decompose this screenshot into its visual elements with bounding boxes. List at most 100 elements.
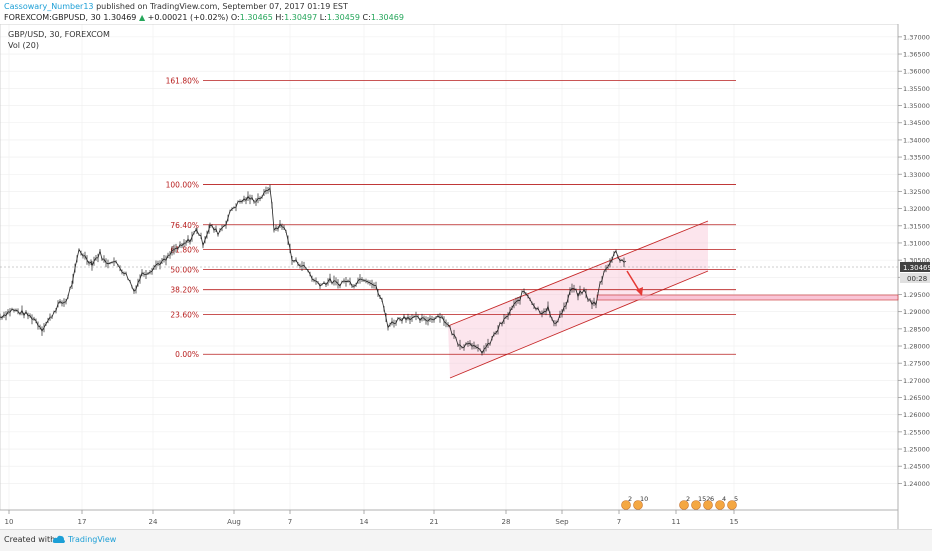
ohlc-close-value: 1.30469 (370, 13, 404, 22)
author-link[interactable]: Cassowary_Number13 (4, 2, 94, 11)
price-tick-label: 1.26500 (903, 394, 930, 402)
event-marker[interactable]: 2 (621, 495, 633, 510)
fib-level-label: 38.20% (170, 286, 199, 295)
fibonacci-retracement[interactable]: 161.80% 100.00% 76.40% 61.80% 50.00% 38.20% 23… (166, 76, 736, 359)
time-tick-label: 28 (502, 518, 511, 526)
price-tick-label: 1.36500 (903, 51, 930, 59)
flag-icon (633, 500, 643, 510)
symbol-label: FOREXCOM:GBPUSD, 30 (4, 13, 101, 22)
fib-level-label: 61.80% (170, 245, 199, 254)
fib-level-label: 76.40% (170, 221, 199, 230)
price-tick-label: 1.36000 (903, 68, 930, 76)
channel-upper-line[interactable] (447, 220, 709, 327)
ohlc-open-value: 1.30465 (239, 13, 273, 22)
fib-level-label: 100.00% (166, 181, 199, 190)
time-tick-label: 7 (617, 518, 621, 526)
price-tick-label: 1.25000 (903, 446, 930, 454)
event-markers[interactable]: 2 10 2 152 6 4 5 (621, 495, 739, 510)
price-tick-label: 1.25500 (903, 428, 930, 436)
event-marker-count: 2 (686, 495, 690, 503)
time-tick-label: Aug (227, 518, 241, 526)
price-tick-label: 1.28500 (903, 325, 930, 333)
time-tick-label: 24 (149, 518, 158, 526)
flag-icon (691, 500, 701, 510)
price-tick-label: 1.33500 (903, 154, 930, 162)
fib-level-label: 50.00% (170, 265, 199, 274)
ohlc-high-value: 1.30497 (284, 13, 318, 22)
time-axis[interactable]: 10 17 24 Aug 7 14 21 28 Sep 7 11 15 (5, 510, 739, 526)
time-tick-label: 21 (430, 518, 439, 526)
tradingview-brand-link[interactable]: TradingView (68, 535, 117, 544)
event-marker-count: 4 (722, 495, 726, 503)
time-tick-label: Sep (555, 518, 569, 526)
price-tick-label: 1.30500 (903, 257, 930, 265)
price-tick-label: 1.29000 (903, 308, 930, 316)
time-tick-label: 11 (672, 518, 681, 526)
price-tick-label: 1.27500 (903, 360, 930, 368)
flag-icon (703, 500, 713, 510)
price-change: +0.00021 (+0.02%) (147, 13, 229, 22)
event-marker[interactable]: 152 (691, 495, 711, 510)
event-marker-count: 2 (628, 495, 632, 503)
footer: Created with TradingView (0, 529, 932, 551)
time-tick-label: 10 (5, 518, 14, 526)
grid-lines (0, 24, 898, 510)
price-tick-label: 1.24500 (903, 463, 930, 471)
price-axis[interactable]: 1.37000 1.36500 1.36000 1.35500 1.35000 1.345… (898, 33, 930, 488)
time-tick-label: 17 (78, 518, 87, 526)
flag-icon (679, 500, 689, 510)
ohlc-high-key: H: (275, 13, 285, 22)
published-info: published on TradingView.com, September … (96, 2, 348, 11)
arrow-head-icon (636, 287, 643, 296)
event-marker[interactable]: 4 (715, 495, 727, 510)
price-tick-label: 1.24000 (903, 480, 930, 488)
fib-level-label: 23.60% (170, 310, 199, 319)
price-line (0, 187, 627, 355)
countdown-tag (900, 273, 930, 283)
event-marker[interactable]: 2 (679, 495, 691, 510)
price-tick-label: 1.35000 (903, 102, 930, 110)
last-price: 1.30469 (103, 13, 137, 22)
event-marker[interactable]: 5 (727, 495, 739, 510)
event-marker-count: 6 (710, 495, 714, 503)
event-marker[interactable]: 10 (633, 495, 649, 510)
price-tick-label: 1.34500 (903, 119, 930, 127)
event-marker-count: 10 (640, 495, 648, 503)
fib-level-label: 161.80% (166, 76, 199, 85)
price-tick-label: 1.27000 (903, 377, 930, 385)
price-tick-label: 1.29500 (903, 291, 930, 299)
chart-background (0, 24, 932, 529)
time-tick-label: 15 (730, 518, 739, 526)
channel-lower-line[interactable] (449, 270, 709, 379)
current-price-label: 1.30469 (903, 264, 932, 272)
price-chart[interactable]: GBP/USD, 30, FOREXCOM Vol (20) 161.80% 10… (0, 24, 932, 529)
tradingview-cloud-icon (52, 535, 65, 543)
fib-level-label: 0.00% (175, 350, 199, 359)
ohlc-close-key: C: (362, 13, 371, 22)
price-tick-label: 1.28000 (903, 343, 930, 351)
current-price-tag (900, 262, 930, 272)
created-with-label: Created with (4, 535, 56, 544)
price-tick-label: 1.32000 (903, 205, 930, 213)
resistance-zone[interactable] (596, 294, 899, 301)
countdown-label: 00:28 (907, 275, 927, 283)
volume-indicator-label: Vol (20) (8, 41, 39, 50)
up-arrow-icon: ▲ (138, 13, 146, 22)
ohlc-low-value: 1.30459 (326, 13, 360, 22)
price-series (0, 184, 627, 356)
price-tick-label: 1.32500 (903, 188, 930, 196)
series-title: GBP/USD, 30, FOREXCOM (8, 30, 110, 39)
price-tick-label: 1.35500 (903, 85, 930, 93)
price-tick-label: 1.33000 (903, 171, 930, 179)
price-tick-label: 1.31500 (903, 222, 930, 230)
price-tick-label: 1.37000 (903, 33, 930, 41)
flag-icon (715, 500, 725, 510)
projection-arrow[interactable] (626, 270, 641, 293)
ohlc-open-key: O: (230, 13, 240, 22)
flag-icon (621, 500, 631, 510)
symbol-ohlc-line: FOREXCOM:GBPUSD, 30 1.30469 ▲ +0.00021 (… (4, 12, 404, 23)
flag-icon (727, 500, 737, 510)
price-tick-label: 1.31000 (903, 239, 930, 247)
event-marker[interactable]: 6 (703, 495, 715, 510)
event-marker-count: 152 (698, 495, 710, 503)
